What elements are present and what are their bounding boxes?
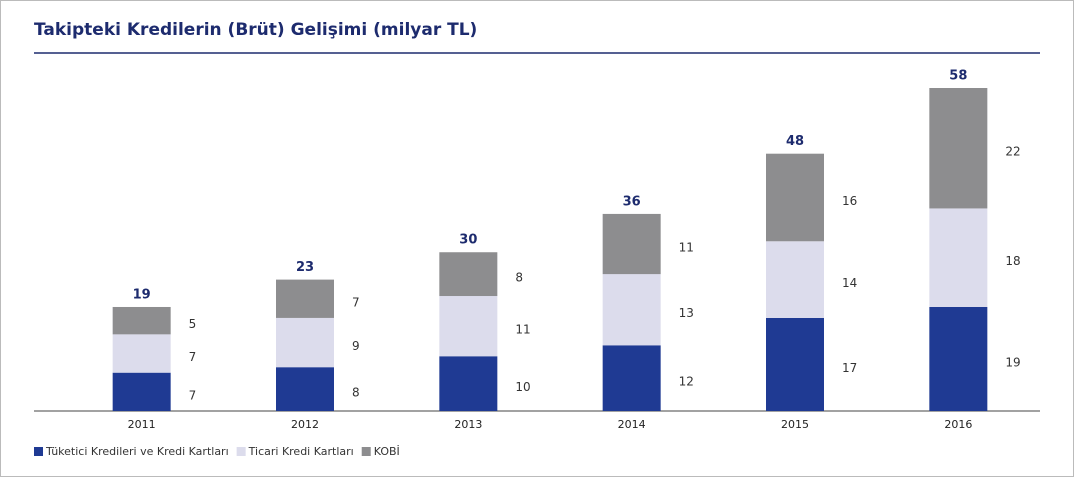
bar-segment bbox=[276, 317, 334, 368]
bar-segment bbox=[439, 296, 498, 357]
segment-label: 7 bbox=[352, 295, 360, 309]
bar-segment bbox=[929, 306, 988, 411]
x-tick-label: 2013 bbox=[454, 418, 482, 431]
legend-label: Tüketici Kredileri ve Kredi Kartları bbox=[45, 445, 229, 458]
legend-swatch bbox=[34, 447, 43, 456]
x-tick-label: 2012 bbox=[291, 418, 319, 431]
bar-segment bbox=[439, 252, 498, 297]
total-label: 48 bbox=[786, 134, 804, 149]
bar-segment bbox=[929, 208, 988, 307]
bar-segment bbox=[112, 372, 171, 411]
legend-swatch bbox=[361, 447, 371, 456]
segment-label: 9 bbox=[352, 339, 360, 353]
bar-segment bbox=[276, 367, 334, 411]
x-tick-label: 2011 bbox=[128, 418, 156, 431]
segment-label: 11 bbox=[679, 241, 694, 255]
segment-label: 7 bbox=[189, 350, 197, 364]
segment-label: 12 bbox=[679, 375, 694, 389]
bar-segment bbox=[602, 274, 661, 346]
bar-segment bbox=[276, 279, 334, 318]
segment-label: 8 bbox=[515, 271, 523, 285]
total-label: 19 bbox=[133, 287, 151, 302]
x-tick-label: 2015 bbox=[781, 418, 809, 431]
legend-label: KOBİ bbox=[374, 445, 400, 458]
segment-label: 18 bbox=[1005, 254, 1020, 268]
segment-label: 7 bbox=[189, 388, 197, 402]
bar-segment bbox=[766, 241, 824, 318]
bar-segment bbox=[112, 334, 171, 373]
segment-label: 22 bbox=[1005, 145, 1020, 159]
bar-segment bbox=[766, 317, 824, 411]
segment-label: 8 bbox=[352, 386, 360, 400]
segment-label: 11 bbox=[515, 323, 530, 337]
bar-segment bbox=[929, 88, 988, 209]
x-tick-label: 2014 bbox=[618, 418, 646, 431]
legend-swatch bbox=[236, 447, 246, 456]
x-tick-label: 2016 bbox=[944, 418, 972, 431]
segment-label: 14 bbox=[842, 276, 857, 290]
bar-segment bbox=[439, 356, 498, 411]
bar-segment bbox=[112, 306, 171, 335]
total-label: 58 bbox=[949, 69, 967, 84]
chart-title: Takipteki Kredilerin (Brüt) Gelişimi (mi… bbox=[34, 20, 477, 40]
bar-segment bbox=[766, 153, 824, 242]
total-label: 23 bbox=[296, 260, 314, 275]
segment-label: 19 bbox=[1005, 355, 1020, 369]
bar-segment bbox=[602, 345, 661, 411]
segment-label: 17 bbox=[842, 361, 857, 375]
bar-segment bbox=[602, 213, 661, 275]
segment-label: 13 bbox=[679, 306, 694, 320]
segment-label: 10 bbox=[515, 380, 530, 394]
total-label: 30 bbox=[459, 233, 477, 248]
segment-label: 5 bbox=[189, 317, 197, 331]
segment-label: 16 bbox=[842, 194, 857, 208]
total-label: 36 bbox=[623, 194, 641, 209]
legend-label: Ticari Kredi Kartları bbox=[248, 445, 354, 458]
